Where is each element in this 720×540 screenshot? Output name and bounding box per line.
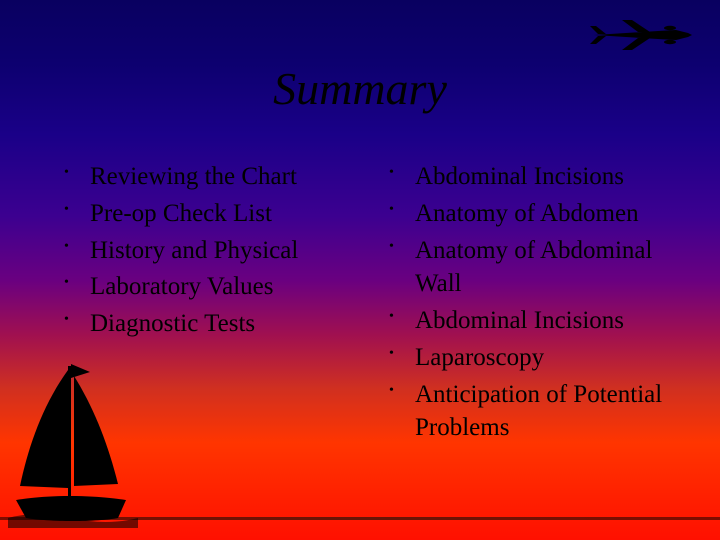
list-item: Anatomy of Abdominal Wall <box>385 234 680 302</box>
list-item: Abdominal Incisions <box>385 160 680 194</box>
list-item: Laparoscopy <box>385 341 680 375</box>
right-column: Abdominal Incisions Anatomy of Abdomen A… <box>385 160 680 448</box>
list-item: Anticipation of Potential Problems <box>385 378 680 446</box>
list-item: Anatomy of Abdomen <box>385 197 680 231</box>
content-columns: Reviewing the Chart Pre-op Check List Hi… <box>60 160 680 448</box>
list-item: Pre-op Check List <box>60 197 355 231</box>
list-item: Laboratory Values <box>60 270 355 304</box>
list-item: History and Physical <box>60 234 355 268</box>
slide-title: Summary <box>0 62 720 115</box>
slide: Summary Reviewing the Chart Pre-op Check… <box>0 0 720 540</box>
airplane-icon <box>588 18 698 52</box>
list-item: Reviewing the Chart <box>60 160 355 194</box>
list-item: Abdominal Incisions <box>385 304 680 338</box>
right-list: Abdominal Incisions Anatomy of Abdomen A… <box>385 160 680 445</box>
list-item: Diagnostic Tests <box>60 307 355 341</box>
left-list: Reviewing the Chart Pre-op Check List Hi… <box>60 160 355 341</box>
sailboat-icon <box>8 358 138 528</box>
